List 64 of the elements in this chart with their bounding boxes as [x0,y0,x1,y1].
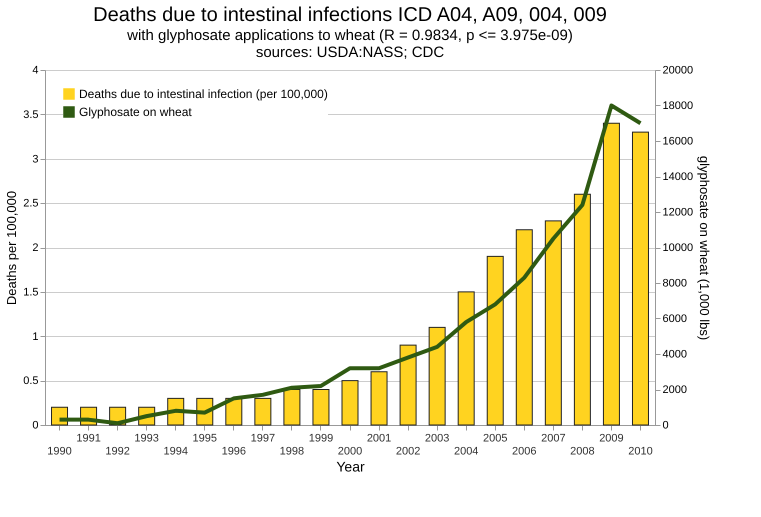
y-tick-label: 3.5 [23,108,38,121]
x-tick-label: 2008 [570,446,595,458]
bar [400,344,417,426]
source-note: sources: USDA:NASS; CDC [256,44,444,61]
x-tick-label: 1994 [163,446,188,458]
y2-tick-label: 6000 [662,313,687,325]
y2-tick-label: 0 [662,420,669,432]
bar [632,132,649,426]
line-series [58,104,642,426]
x-tick-label: 2002 [396,446,420,458]
x-tick-label: 2005 [482,432,508,444]
y2-tick-label: 2000 [662,384,687,396]
y-tick-label: 1 [32,330,38,343]
y-tick-label: 2 [32,242,38,254]
x-tick-label: 2001 [366,432,392,444]
x-tick-label: 1990 [47,446,72,458]
y-tick-label: 1.5 [23,286,38,298]
x-tick-label: 1998 [280,446,304,458]
x-tick-label: 1999 [308,432,334,444]
y2-tick-label: 18000 [662,100,694,112]
y2-tick-label: 12000 [662,206,694,218]
x-tick-label: 2009 [599,432,624,444]
bar [458,291,475,426]
bar [516,229,533,426]
y-tick-label: 4 [32,64,38,76]
x-tick-label: 2003 [424,432,450,444]
y2-axis-title: glyphosate on wheat (1,000 lbs) [697,156,712,340]
bar [312,389,330,426]
y2-tick-label: 8000 [662,278,687,290]
x-tick-label: 1997 [250,432,276,444]
y2-tick-label: 14000 [662,171,694,183]
bar [283,389,300,426]
x-axis-title: Year [336,458,365,474]
bar [428,326,446,426]
y-tick-label: 2.5 [23,198,38,210]
legend-label: Glyphosate on wheat [79,105,192,119]
y-tick-label: 0.5 [23,375,38,388]
x-tick-label: 1991 [76,432,101,444]
bar [370,371,388,426]
bar [254,398,272,426]
x-tick-label: 2006 [512,446,537,458]
x-tick-label: 2000 [338,446,362,458]
bar [486,256,504,426]
y2-tick-label: 16000 [662,136,694,148]
chart-title: Deaths due to intestinal infections ICD A04, A09, 004, 009 [93,4,607,26]
x-tick-label: 1993 [134,432,159,444]
x-tick-label: 1992 [105,446,130,458]
x-tick-label: 2007 [541,432,566,444]
legend-label: Deaths due to intestinal infection (per 100,000) [79,87,328,101]
y-tick-label: 0 [32,420,38,432]
x-tick-label: 1995 [192,432,218,444]
bar [602,122,620,426]
x-tick-label: 2010 [628,446,653,458]
y2-tick-label: 10000 [662,242,694,254]
bar [342,380,358,426]
y-axis-title: Deaths per 100,000 [4,190,20,306]
y-tick-label: 3 [32,153,38,166]
x-tick-label: 1996 [222,446,246,458]
bar [574,194,591,426]
y2-tick-label: 20000 [662,64,694,76]
y2-tick-label: 4000 [662,348,687,360]
x-tick-label: 2004 [454,446,478,458]
bar [544,220,562,426]
chart-subtitle: with glyphosate applications to wheat (R = 0.9834, p <= 3.975e-09) [126,27,573,44]
